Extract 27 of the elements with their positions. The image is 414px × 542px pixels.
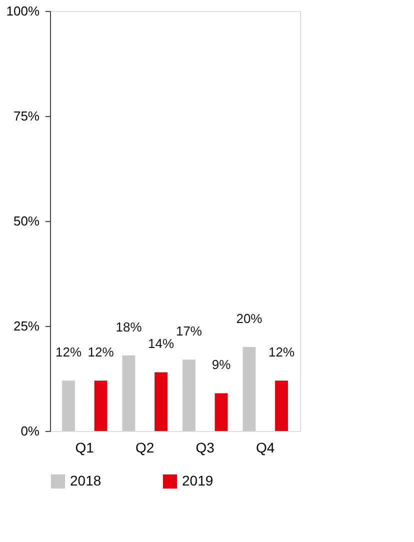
legend-label: 2019 — [182, 472, 214, 488]
x-tick-label: Q3 — [196, 440, 215, 456]
y-tick-label: 100% — [6, 4, 40, 18]
legend-label: 2018 — [70, 472, 102, 488]
y-tick-label: 50% — [13, 214, 40, 228]
bar — [182, 360, 196, 431]
data-label: 17% — [176, 324, 202, 339]
data-label: 18% — [116, 319, 142, 334]
data-label: 12% — [88, 344, 114, 360]
x-tick-label: Q2 — [136, 440, 154, 456]
bar — [275, 380, 288, 431]
data-label: 12% — [268, 344, 295, 360]
y-tick-label: 0% — [20, 424, 40, 438]
bar — [214, 393, 228, 431]
y-tick-label: 25% — [13, 318, 40, 334]
bar — [242, 347, 256, 431]
y-tick-label: 75% — [13, 108, 40, 124]
bar — [154, 372, 168, 431]
bar — [94, 380, 108, 431]
data-label: 14% — [148, 336, 174, 352]
bar — [122, 355, 136, 431]
x-tick-label: Q1 — [75, 440, 94, 456]
bar — [62, 380, 75, 431]
x-tick-label: Q4 — [256, 440, 275, 456]
data-label: 12% — [55, 344, 82, 360]
data-label: 9% — [212, 357, 232, 372]
data-label: 20% — [236, 311, 263, 326]
